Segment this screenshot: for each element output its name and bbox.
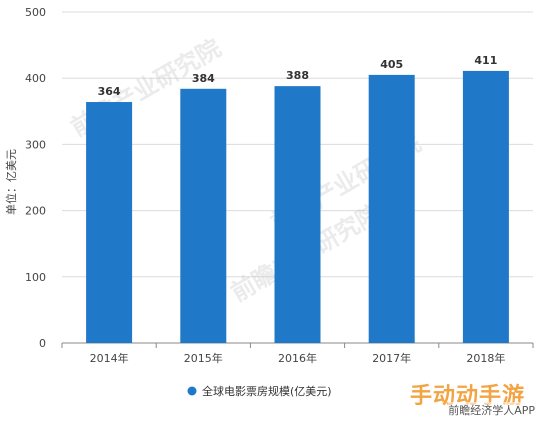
x-tick-label: 2014年: [90, 351, 129, 365]
y-tick-label: 500: [25, 6, 46, 19]
legend-marker: [187, 386, 197, 396]
bar-3: [368, 74, 415, 343]
y-axis: 0 100 200 300 400 500: [25, 6, 46, 350]
y-axis-label: 单位：亿美元: [4, 149, 18, 215]
y-tick-label: 300: [25, 138, 46, 151]
x-tick-label: 2016年: [278, 351, 317, 365]
y-tick-label: 0: [39, 337, 46, 350]
y-tick-label: 100: [25, 271, 46, 284]
corner-watermark: 手动动手游 前瞻经济学人APP: [405, 378, 535, 418]
data-label: 405: [380, 58, 403, 71]
y-tick-label: 200: [25, 205, 46, 218]
y-tick-label: 400: [25, 72, 46, 85]
data-label: 388: [286, 69, 309, 82]
x-axis: 2014年 2015年 2016年 2017年 2018年: [61, 343, 534, 365]
data-label: 411: [474, 54, 497, 67]
bar-0: [86, 102, 133, 343]
bar-2: [274, 86, 321, 344]
data-label: 364: [98, 85, 121, 98]
x-tick-label: 2015年: [184, 351, 223, 365]
bar-4: [462, 70, 509, 343]
x-tick-label: 2018年: [466, 351, 505, 365]
legend: 全球电影票房规模(亿美元): [187, 384, 332, 398]
data-label: 384: [192, 72, 215, 85]
corner-caption-text: 前瞻经济学人APP: [448, 402, 535, 418]
x-tick-label: 2017年: [372, 351, 411, 365]
bars: [86, 70, 509, 344]
value-labels: 364 384 388 405 411: [98, 54, 498, 98]
bar-1: [180, 88, 227, 344]
legend-label: 全球电影票房规模(亿美元): [202, 384, 332, 398]
